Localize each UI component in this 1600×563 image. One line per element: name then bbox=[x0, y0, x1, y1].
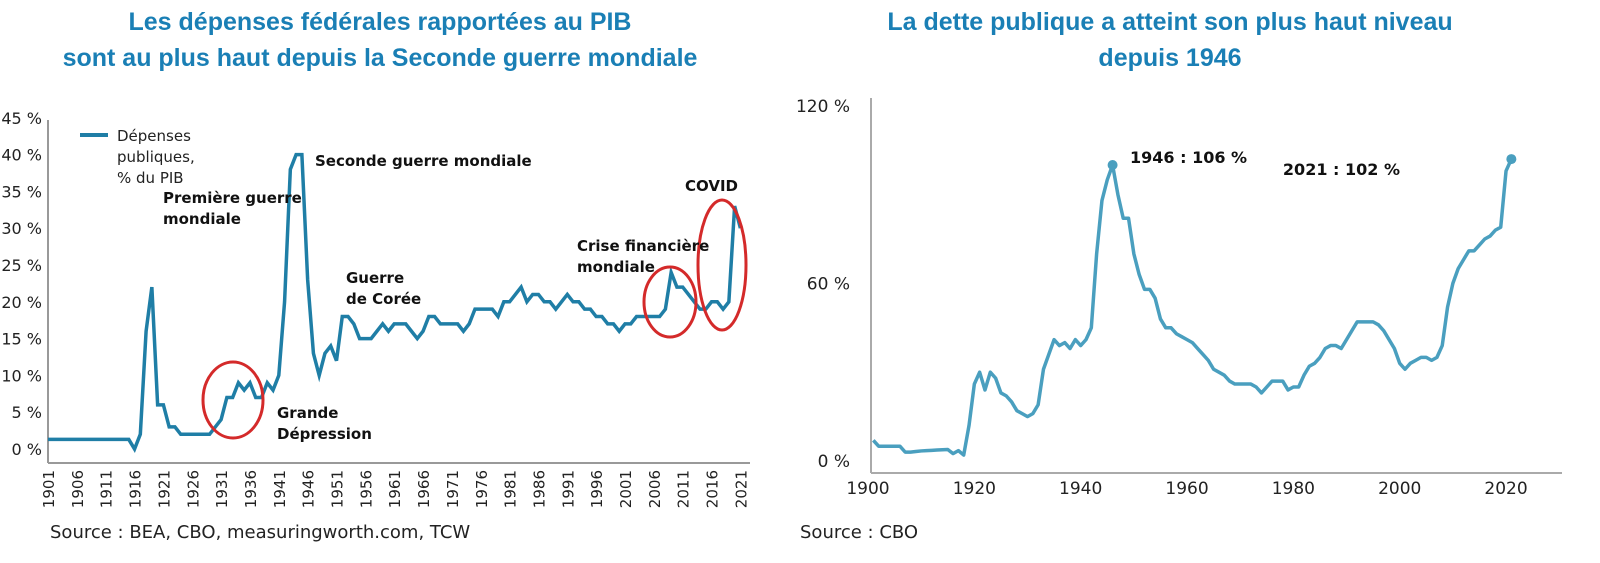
left-annotation: Grande bbox=[277, 404, 338, 422]
left-y-tick-label: 15 % bbox=[1, 330, 42, 349]
left-x-tick-label: 1906 bbox=[69, 470, 87, 508]
right-chart-title: La dette publique a atteint son plus hau… bbox=[800, 4, 1540, 76]
left-y-tick-label: 5 % bbox=[12, 403, 42, 422]
left-x-tick-label: 1966 bbox=[415, 470, 433, 508]
right-x-tick-label: 1940 bbox=[1059, 479, 1102, 499]
right-annotation: 1946 : 106 % bbox=[1130, 148, 1247, 167]
right-x-tick-label: 1960 bbox=[1165, 479, 1208, 499]
left-x-tick-label: 2011 bbox=[675, 470, 693, 508]
left-series-line bbox=[48, 152, 743, 453]
left-annotation: Dépression bbox=[277, 425, 372, 443]
left-x-tick-label: 1936 bbox=[242, 470, 260, 508]
highlight-ellipse bbox=[642, 265, 698, 339]
left-x-tick-label: 1911 bbox=[98, 470, 116, 508]
left-x-tick-label: 1996 bbox=[588, 470, 606, 508]
left-x-tick-label: 2006 bbox=[646, 470, 664, 508]
left-chart-title: Les dépenses fédérales rapportées au PIB… bbox=[20, 4, 740, 76]
right-title-line-1: La dette publique a atteint son plus hau… bbox=[887, 8, 1453, 36]
left-x-tick-label: 1951 bbox=[329, 470, 347, 508]
left-y-tick-label: 0 % bbox=[12, 440, 42, 459]
left-x-tick-label: 1971 bbox=[444, 470, 462, 508]
left-x-tick-label: 1961 bbox=[386, 470, 404, 508]
left-annotation: Seconde guerre mondiale bbox=[315, 152, 532, 170]
left-legend-label: Dépenses bbox=[117, 127, 191, 145]
left-x-tick-label: 1981 bbox=[502, 470, 520, 508]
left-y-tick-label: 40 % bbox=[1, 146, 42, 165]
left-y-tick-label: 45 % bbox=[1, 109, 42, 128]
left-x-tick-label: 1916 bbox=[127, 470, 145, 508]
left-annotation: mondiale bbox=[577, 258, 655, 276]
left-x-tick-label: 1921 bbox=[155, 470, 173, 508]
left-title-line-1: Les dépenses fédérales rapportées au PIB bbox=[128, 8, 632, 36]
right-x-tick-label: 1980 bbox=[1272, 479, 1315, 499]
left-title-line-2: sont au plus haut depuis la Seconde guer… bbox=[62, 44, 698, 72]
right-annotation: 2021 : 102 % bbox=[1283, 160, 1400, 179]
right-y-tick-label: 60 % bbox=[807, 274, 850, 294]
left-x-tick-label: 1901 bbox=[40, 470, 58, 508]
left-annotation: Première guerre bbox=[163, 189, 302, 207]
left-annotation: COVID bbox=[685, 177, 738, 195]
left-x-tick-label: 1926 bbox=[184, 470, 202, 508]
left-y-tick-label: 10 % bbox=[1, 366, 42, 385]
left-annotation: de Corée bbox=[346, 290, 421, 308]
left-x-tick-label: 1986 bbox=[530, 470, 548, 508]
left-x-tick-label: 2021 bbox=[732, 470, 750, 508]
left-annotation: Guerre bbox=[346, 269, 404, 287]
highlight-ellipse bbox=[201, 360, 265, 440]
left-x-tick-label: 2001 bbox=[617, 470, 635, 508]
left-x-tick-label: 1941 bbox=[271, 470, 289, 508]
left-annotation: mondiale bbox=[163, 210, 241, 228]
right-y-tick-label: 0 % bbox=[818, 452, 850, 472]
left-legend-label: publiques, bbox=[117, 148, 195, 166]
left-x-tick-label: 2016 bbox=[704, 470, 722, 508]
right-x-tick-label: 2020 bbox=[1484, 479, 1527, 499]
left-legend-label: % du PIB bbox=[117, 169, 184, 187]
left-x-tick-label: 1931 bbox=[213, 470, 231, 508]
left-x-tick-label: 1976 bbox=[473, 470, 491, 508]
left-y-tick-label: 25 % bbox=[1, 256, 42, 275]
right-x-tick-label: 1900 bbox=[846, 479, 889, 499]
left-y-tick-label: 35 % bbox=[1, 182, 42, 201]
left-y-tick-label: 20 % bbox=[1, 293, 42, 312]
right-y-tick-label: 120 % bbox=[796, 97, 850, 117]
right-x-tick-label: 1920 bbox=[953, 479, 996, 499]
right-x-tick-label: 2000 bbox=[1378, 479, 1421, 499]
peak-marker bbox=[1107, 160, 1118, 170]
left-x-tick-label: 1991 bbox=[559, 470, 577, 508]
highlight-ellipse bbox=[696, 198, 748, 332]
right-series-line bbox=[872, 158, 1513, 457]
left-x-tick-label: 1946 bbox=[300, 470, 318, 508]
left-y-tick-label: 30 % bbox=[1, 219, 42, 238]
peak-marker bbox=[1506, 154, 1517, 165]
right-source: Source : CBO bbox=[800, 522, 919, 543]
left-x-tick-label: 1956 bbox=[357, 470, 375, 508]
right-title-line-2: depuis 1946 bbox=[1098, 44, 1242, 72]
left-source: Source : BEA, CBO, measuringworth.com, T… bbox=[50, 522, 471, 543]
left-annotation: Crise financière bbox=[577, 237, 709, 255]
